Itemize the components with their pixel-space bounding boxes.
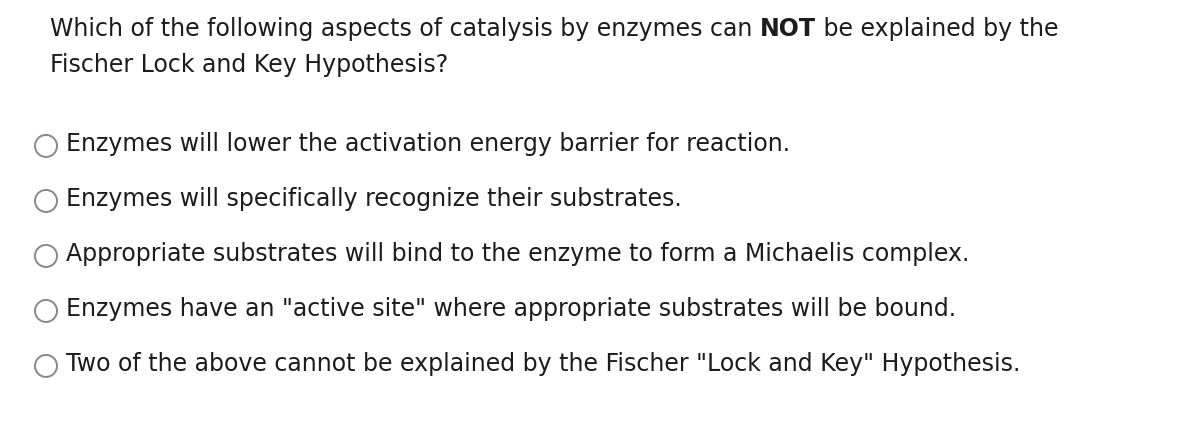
Text: be explained by the: be explained by the <box>816 16 1058 40</box>
Text: Enzymes will lower the activation energy barrier for reaction.: Enzymes will lower the activation energy… <box>66 132 790 156</box>
Text: Which of the following aspects of catalysis by enzymes can: Which of the following aspects of cataly… <box>50 16 760 40</box>
Text: Appropriate substrates will bind to the enzyme to form a Michaelis complex.: Appropriate substrates will bind to the … <box>66 242 970 266</box>
Text: Fischer Lock and Key Hypothesis?: Fischer Lock and Key Hypothesis? <box>50 53 449 77</box>
Text: NOT: NOT <box>760 16 816 40</box>
Text: Two of the above cannot be explained by the Fischer "Lock and Key" Hypothesis.: Two of the above cannot be explained by … <box>66 352 1020 376</box>
Text: Enzymes have an "active site" where appropriate substrates will be bound.: Enzymes have an "active site" where appr… <box>66 297 956 321</box>
Text: Enzymes will specifically recognize their substrates.: Enzymes will specifically recognize thei… <box>66 187 682 211</box>
